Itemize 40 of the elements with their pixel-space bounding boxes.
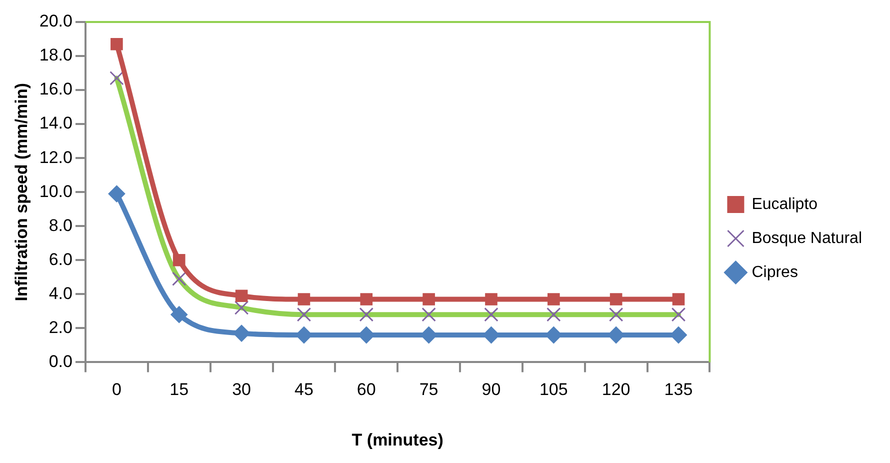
y-axis-title: Infiltration speed (mm/min) bbox=[12, 83, 31, 302]
x-tick-label: 120 bbox=[602, 380, 630, 400]
legend-label: Bosque Natural bbox=[752, 230, 862, 247]
y-tick-label: 8.0 bbox=[48, 216, 72, 235]
legend-label: Eucalipto bbox=[752, 196, 818, 213]
point bbox=[670, 326, 687, 344]
point bbox=[235, 290, 248, 302]
x-tick-label: 60 bbox=[356, 380, 376, 400]
y-tick-label: 16.0 bbox=[39, 80, 72, 99]
y-tick-label: 10.0 bbox=[39, 182, 72, 201]
point bbox=[298, 293, 310, 306]
y-tick-label: 6.0 bbox=[48, 250, 72, 269]
x-tick-label: 90 bbox=[482, 380, 501, 400]
legend-label: Cipres bbox=[752, 264, 798, 281]
point bbox=[672, 293, 685, 306]
y-tick-label: 0.0 bbox=[48, 352, 72, 371]
point bbox=[170, 306, 188, 324]
y-tick-label: 14.0 bbox=[39, 114, 72, 133]
x-tick-label: 105 bbox=[539, 380, 568, 400]
x-tick-label: 30 bbox=[232, 380, 252, 400]
point bbox=[110, 38, 123, 50]
y-tick-label: 12.0 bbox=[39, 148, 72, 167]
point bbox=[485, 293, 498, 306]
y-tick-label: 2.0 bbox=[48, 318, 72, 337]
point bbox=[610, 293, 622, 306]
x-tick-label: 75 bbox=[419, 380, 438, 400]
x-tick-label: 15 bbox=[170, 380, 189, 400]
x-tick-label: 45 bbox=[294, 380, 314, 400]
x-tick-label: 0 bbox=[112, 380, 122, 400]
y-tick-label: 4.0 bbox=[48, 284, 72, 303]
point bbox=[172, 254, 186, 266]
y-tick-label: 20.0 bbox=[39, 12, 72, 31]
x-axis-title: T (minutes) bbox=[352, 430, 444, 450]
point bbox=[108, 185, 126, 202]
point bbox=[548, 293, 560, 306]
point bbox=[422, 293, 435, 306]
point bbox=[360, 293, 373, 306]
x-tick-label: 135 bbox=[664, 380, 693, 400]
y-tick-label: 18.0 bbox=[39, 46, 72, 65]
point bbox=[233, 324, 250, 342]
